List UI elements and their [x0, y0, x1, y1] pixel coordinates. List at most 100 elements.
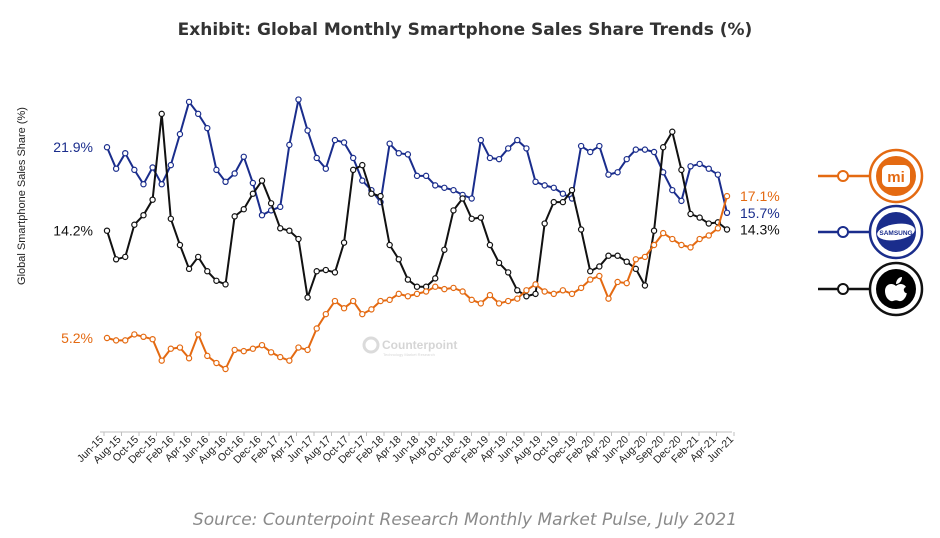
data-point — [486, 291, 494, 299]
data-point — [422, 288, 430, 295]
data-point — [122, 253, 129, 261]
data-point — [504, 269, 512, 276]
data-point — [450, 207, 457, 214]
data-point — [149, 164, 156, 171]
data-point — [267, 349, 275, 356]
data-point — [331, 297, 339, 305]
data-point — [340, 239, 348, 246]
data-point — [723, 192, 731, 200]
data-point — [441, 285, 448, 293]
data-point — [504, 297, 512, 305]
data-point — [559, 287, 567, 294]
data-point — [632, 146, 640, 153]
series-xiaomi — [103, 192, 731, 373]
data-point — [249, 345, 257, 352]
data-point — [277, 203, 284, 211]
data-point — [359, 177, 366, 184]
data-point — [532, 281, 539, 288]
data-point — [678, 197, 685, 205]
data-point — [122, 149, 129, 157]
data-point — [696, 214, 703, 221]
data-point — [295, 235, 302, 243]
apple-logo-body — [885, 283, 907, 302]
data-point — [477, 214, 485, 221]
data-point — [687, 163, 694, 170]
watermark-tagline: Technology Market Research — [383, 352, 435, 357]
data-point — [550, 290, 557, 298]
data-point — [258, 341, 266, 349]
data-point — [158, 180, 165, 188]
data-point — [669, 186, 676, 194]
data-point — [140, 211, 147, 219]
data-point — [432, 283, 439, 290]
data-point — [596, 263, 603, 270]
data-point — [559, 190, 567, 197]
start-label-samsung: 21.9% — [53, 139, 93, 155]
series-line — [106, 98, 728, 217]
data-point — [687, 244, 694, 251]
data-point — [632, 265, 640, 273]
data-point — [623, 155, 630, 163]
data-point — [605, 295, 612, 302]
data-point — [322, 266, 330, 274]
data-point — [395, 290, 402, 298]
data-point — [614, 252, 621, 259]
data-point — [650, 148, 658, 156]
data-point — [377, 192, 384, 200]
data-point — [532, 178, 539, 186]
data-point — [112, 165, 120, 172]
data-point — [176, 130, 184, 138]
data-point — [149, 196, 156, 203]
data-point — [614, 169, 621, 176]
data-point — [204, 124, 211, 132]
data-point — [532, 290, 539, 298]
samsung-logo-text: SAMSUNG — [879, 230, 912, 237]
data-point — [386, 140, 393, 147]
data-point — [313, 268, 320, 275]
data-point — [313, 325, 320, 332]
series-apple — [103, 110, 731, 301]
data-point — [587, 276, 594, 283]
watermark-logo-icon — [362, 336, 380, 354]
legend-item-xiaomi: mi — [818, 148, 924, 204]
data-point — [523, 293, 530, 300]
data-point — [514, 295, 521, 302]
data-point — [204, 268, 211, 275]
data-point — [194, 331, 202, 338]
data-point — [222, 281, 229, 288]
data-point — [185, 355, 193, 362]
data-point — [340, 304, 348, 312]
data-point — [641, 253, 649, 261]
data-point — [231, 213, 238, 220]
data-point — [304, 294, 311, 301]
data-point — [167, 345, 175, 352]
data-point — [222, 178, 229, 186]
data-point — [486, 241, 494, 249]
data-point — [349, 297, 357, 305]
data-point — [659, 144, 667, 151]
data-point — [176, 344, 184, 351]
data-point — [468, 215, 475, 222]
data-point — [669, 128, 676, 135]
end-label-xiaomi: 17.1% — [740, 188, 780, 204]
data-point — [587, 268, 594, 275]
data-point — [395, 149, 402, 157]
data-point — [514, 287, 521, 294]
data-point — [623, 279, 630, 287]
data-point — [231, 346, 238, 354]
data-point — [468, 296, 475, 304]
data-point — [632, 256, 640, 263]
data-point — [185, 98, 193, 106]
data-point — [696, 160, 703, 168]
data-point — [468, 195, 475, 202]
data-point — [687, 210, 694, 218]
data-point — [359, 161, 366, 169]
legend-marker — [837, 283, 849, 295]
data-point — [404, 276, 412, 283]
data-point — [459, 195, 466, 202]
data-point — [295, 344, 302, 351]
start-label-apple: 14.2% — [53, 223, 93, 239]
data-point — [550, 198, 557, 206]
data-point — [258, 211, 266, 219]
data-point — [705, 220, 712, 227]
